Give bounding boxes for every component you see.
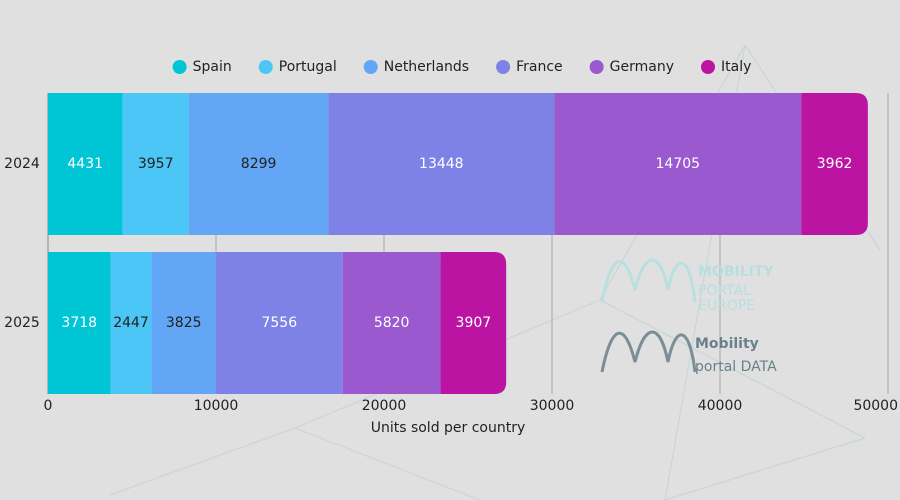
- legend-label: France: [516, 59, 563, 75]
- bar-segment: [188, 93, 329, 235]
- data-label: 7556: [261, 315, 297, 331]
- y-tick-label: 2025: [4, 315, 40, 331]
- watermark-text: MOBILITY: [698, 264, 774, 280]
- legend-marker: [496, 60, 511, 74]
- bar-segment: [110, 252, 152, 394]
- data-label: 14705: [656, 156, 701, 172]
- bar-segment: [554, 93, 802, 235]
- watermark-text: PORTAL: [698, 283, 751, 299]
- legend-label: Netherlands: [384, 59, 469, 75]
- watermark-logo: [600, 330, 697, 373]
- bar-segment: [48, 93, 123, 235]
- bar-segment: [328, 93, 555, 235]
- bar-segment: [801, 93, 868, 235]
- legend-marker: [363, 60, 378, 74]
- data-label: 3718: [61, 315, 97, 331]
- data-label: 3825: [166, 315, 202, 331]
- legend-marker: [701, 60, 715, 74]
- data-label: 13448: [419, 156, 464, 172]
- watermark-text: Mobility: [695, 336, 759, 352]
- legend-marker: [258, 60, 273, 74]
- bar-segment: [215, 252, 343, 394]
- legend-marker: [589, 60, 604, 74]
- data-label: 3962: [817, 156, 853, 172]
- legend-label: Portugal: [279, 59, 337, 75]
- data-label: 4431: [67, 156, 103, 172]
- x-tick-label: 30000: [530, 398, 575, 414]
- watermark-logo: [600, 258, 697, 303]
- bar-segment: [151, 252, 216, 394]
- x-tick-label: 0: [44, 398, 53, 414]
- bar-segment: [48, 252, 111, 394]
- data-label: 8299: [241, 156, 277, 172]
- watermark-text: EUROPE: [698, 298, 755, 314]
- legend-label: Germany: [610, 59, 674, 75]
- legend: Spain Portugal Netherlands France Germany Ita…: [172, 59, 751, 75]
- y-tick-label: 2024: [4, 156, 40, 172]
- bar-segment: [122, 93, 189, 235]
- bar-segment: [342, 252, 441, 394]
- legend-label: Italy: [721, 59, 751, 75]
- x-axis-title: Units sold per country: [371, 420, 526, 436]
- data-label: 3957: [138, 156, 174, 172]
- legend-marker: [172, 60, 187, 74]
- data-label: 3907: [456, 315, 492, 331]
- data-label: 2447: [113, 315, 149, 331]
- data-label: 5820: [374, 315, 410, 331]
- x-tick-label: 40000: [698, 398, 743, 414]
- bar-segment: [440, 252, 507, 394]
- x-tick-label: 10000: [194, 398, 239, 414]
- watermark-text: portal DATA: [695, 359, 777, 375]
- legend-label: Spain: [193, 59, 232, 75]
- x-tick-label: 50000: [853, 398, 898, 414]
- x-tick-label: 20000: [362, 398, 407, 414]
